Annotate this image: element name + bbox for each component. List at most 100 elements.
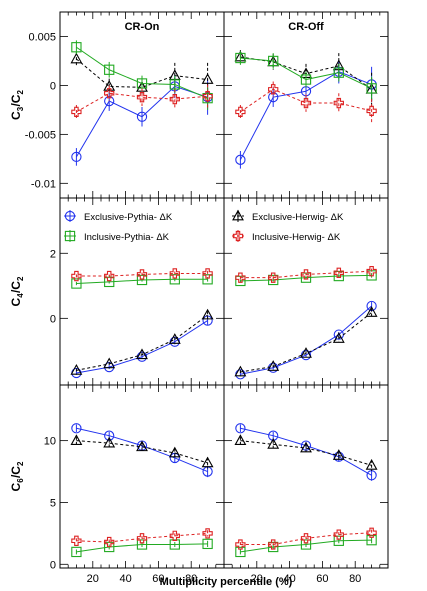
data-point (136, 539, 148, 550)
series-line (76, 440, 208, 464)
y-tick-label: -0.01 (31, 178, 56, 190)
legend-item: Inclusive-Herwig- ΔK (232, 230, 341, 243)
data-point (232, 230, 244, 242)
data-point (202, 315, 213, 326)
data-point (234, 434, 247, 445)
panel-1: CR-Off (223, 11, 389, 199)
series-inclusive-pythia- (71, 538, 213, 558)
data-point (64, 210, 76, 222)
data-point (202, 538, 213, 550)
data-point (300, 269, 312, 280)
x-tick-label: 20 (87, 573, 99, 585)
data-point (136, 533, 148, 544)
y-tick-label: 2 (50, 248, 56, 260)
data-point (71, 42, 82, 53)
legend: Exclusive-Pythia- ΔK Exclusive-Herwig- ΔK… (64, 209, 344, 243)
series-exclusive-pythia- (71, 315, 213, 379)
x-tick-label: 40 (119, 573, 131, 585)
panel-5: 20 40 60 80 (223, 384, 389, 585)
y-tick-label: 0.005 (28, 31, 56, 43)
x-tick-label: 40 (283, 573, 295, 585)
data-point (365, 306, 378, 317)
series-inclusive-herwig- (71, 528, 213, 548)
data-point (71, 151, 82, 163)
data-point (235, 154, 246, 165)
panel-2: 2 0 C4 /C2 (9, 197, 225, 386)
data-point (235, 106, 246, 118)
series-line (240, 312, 372, 373)
data-point (268, 272, 279, 283)
legend-item: Exclusive-Pythia- ΔK (64, 210, 173, 223)
data-point (268, 84, 279, 95)
data-point (235, 539, 246, 550)
legend-item: Inclusive-Pythia- ΔK (64, 230, 170, 243)
data-point (300, 349, 312, 361)
data-point (232, 209, 244, 221)
y-axis-label: C4 /C2 (9, 276, 25, 306)
series-line (76, 58, 208, 88)
x-tick-label: 80 (185, 573, 197, 585)
data-point (136, 92, 148, 103)
data-point (366, 527, 377, 538)
y-tick-label: 5 (50, 497, 56, 509)
series-inclusive-herwig- (71, 268, 213, 282)
data-point (169, 274, 180, 285)
data-point (267, 360, 280, 371)
series-exclusive-pythia- (235, 300, 377, 380)
data-point (366, 266, 377, 277)
series-exclusive-herwig- (234, 306, 378, 377)
data-point (202, 268, 213, 279)
data-point (332, 449, 345, 460)
data-point (70, 364, 83, 375)
data-point (201, 73, 214, 84)
data-point (104, 88, 115, 99)
y-tick-label: 0 (50, 80, 56, 92)
data-point (300, 347, 312, 358)
data-point (136, 78, 148, 89)
data-point (267, 438, 280, 449)
data-point (235, 52, 246, 64)
data-point (268, 430, 279, 441)
data-point (300, 441, 312, 453)
legend-item: Exclusive-Herwig- ΔK (232, 209, 344, 223)
data-point (268, 362, 279, 373)
data-point (169, 268, 180, 279)
data-point (300, 533, 312, 544)
y-axis-label: C6 /C2 (9, 461, 25, 491)
x-tick-label: 60 (152, 573, 164, 585)
panel-frame (59, 384, 225, 569)
x-tick-label: 20 (251, 573, 263, 585)
panel-title: CR-On (125, 21, 160, 33)
data-point (201, 456, 214, 468)
data-point (169, 93, 180, 105)
data-point (202, 91, 213, 102)
legend-label: Inclusive-Pythia- ΔK (84, 232, 170, 243)
series-exclusive-herwig- (70, 434, 214, 469)
y-tick-label: -0.005 (25, 129, 56, 141)
y-tick-label: 0 (50, 313, 56, 325)
data-point (235, 546, 246, 558)
data-point (71, 423, 82, 434)
data-point (70, 52, 83, 64)
series-line (240, 440, 372, 466)
data-point (235, 272, 246, 283)
series-line (240, 305, 372, 375)
data-point (300, 97, 312, 109)
panel-title: CR-Off (288, 21, 324, 33)
data-point (103, 80, 116, 91)
data-point (71, 546, 82, 558)
data-point (136, 440, 148, 452)
data-point (168, 446, 181, 458)
data-point (71, 535, 82, 546)
y-tick-label: 0 (50, 559, 56, 571)
data-point (268, 539, 279, 550)
data-point (136, 111, 148, 122)
data-point (64, 230, 76, 242)
data-point (202, 528, 213, 539)
x-tick-label: 60 (316, 573, 328, 585)
data-point (169, 79, 180, 90)
data-point (268, 55, 279, 67)
data-point (103, 436, 116, 448)
series-exclusive-herwig- (70, 308, 214, 375)
